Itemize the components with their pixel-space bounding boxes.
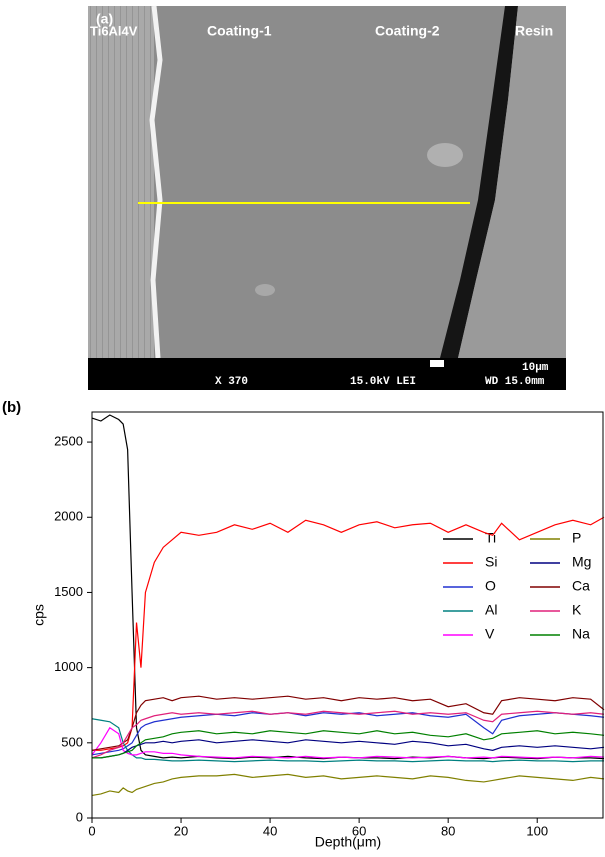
interface-edge: [149, 5, 163, 359]
series-line: [92, 516, 605, 751]
y-axis-label: cps: [31, 604, 47, 626]
series-line: [91, 718, 604, 763]
x-tick-label: 80: [441, 823, 455, 838]
legend-label: Mg: [572, 554, 591, 570]
x-tick-label: 20: [174, 823, 188, 838]
resin-area: [458, 6, 566, 358]
legend-label: Si: [485, 554, 497, 570]
plot-frame: [91, 411, 604, 819]
substrate-area: [88, 6, 154, 358]
panel-label: (a): [96, 11, 113, 27]
series-line: [91, 710, 605, 759]
legend-label: V: [485, 626, 495, 642]
x-tick-label: 100: [526, 823, 548, 838]
panel-label: (b): [2, 399, 21, 416]
info-text: 15.0kV LEI: [350, 376, 416, 388]
y-tick-label: 2500: [54, 434, 83, 449]
legend-label: Ca: [572, 578, 590, 594]
scale-bar: [430, 360, 444, 367]
y-tick-label: 1500: [54, 584, 83, 599]
series-line: [92, 730, 605, 759]
feature: [427, 143, 463, 167]
crack: [440, 6, 518, 358]
info-text: X 370: [215, 376, 248, 388]
region-label: Ti6Al4V: [90, 23, 138, 38]
series-line: [91, 773, 605, 797]
feature: [255, 284, 275, 296]
legend-label: Al: [485, 602, 497, 618]
legend-label: P: [572, 530, 581, 546]
y-tick-label: 2000: [54, 509, 83, 524]
x-tick-label: 60: [352, 823, 366, 838]
y-tick-label: 500: [61, 734, 83, 749]
legend-label: Ti: [485, 530, 496, 546]
series-line: [91, 695, 605, 751]
series-line: [91, 414, 605, 760]
x-axis-label: Depth(μm): [315, 834, 381, 850]
region-label: Coating-2: [375, 23, 440, 39]
legend-label: K: [572, 602, 582, 618]
legend-label: O: [485, 578, 496, 594]
region-label: Resin: [515, 23, 553, 39]
y-tick-label: 1000: [54, 659, 83, 674]
series-line: [91, 712, 605, 756]
info-bar: [88, 358, 566, 390]
x-tick-label: 0: [88, 823, 95, 838]
info-text: WD 15.0mm: [485, 376, 545, 388]
y-tick-label: 0: [76, 809, 83, 824]
series-line: [92, 739, 605, 759]
sem-image: (a) Ti6Al4V Coating-1 Coating-2 Resin 10…: [88, 5, 566, 390]
series-line: [91, 726, 605, 759]
legend-label: Na: [572, 626, 590, 642]
x-tick-label: 40: [263, 823, 277, 838]
region-label: Coating-1: [207, 23, 272, 39]
scale-label: 10μm: [522, 362, 549, 374]
